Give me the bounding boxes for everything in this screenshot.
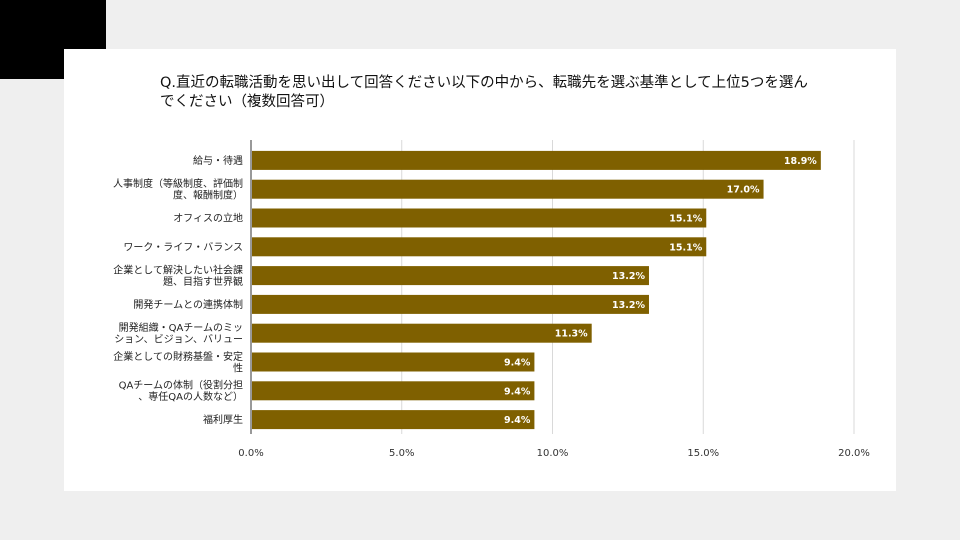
chart-title-line-2: でください（複数回答可） (160, 94, 334, 110)
chart-title: Q.直近の転職活動を思い出して回答ください以下の中から、転職先を選ぶ基準として上… (160, 74, 840, 112)
bar (252, 323, 592, 343)
bar (252, 381, 535, 401)
bar-value-label: 9.4% (504, 386, 531, 397)
category-label: 開発チームとの連携体制 (133, 298, 243, 311)
category-label: 性 (233, 361, 243, 374)
chart-title-line-1: Q.直近の転職活動を思い出して回答ください以下の中から、転職先を選ぶ基準として上… (160, 75, 808, 91)
category-label: ワーク・ライフ・バランス (123, 241, 243, 253)
category-label: QAチームの体制（役割分担 (119, 379, 243, 392)
bar-value-label: 13.2% (612, 271, 645, 282)
bar-value-label: 18.9% (784, 156, 817, 167)
bar-value-label: 9.4% (504, 415, 531, 426)
x-tick-label: 5.0% (389, 448, 414, 459)
x-tick-label: 15.0% (687, 448, 719, 459)
bar (252, 208, 707, 228)
category-label: 福利厚生 (203, 413, 243, 426)
category-label: 開発組織・QAチームのミッ (119, 321, 243, 334)
bar-value-label: 17.0% (727, 185, 760, 196)
category-label: 企業としての財務基盤・安定 (113, 350, 243, 363)
x-tick-label: 0.0% (238, 448, 263, 459)
category-label: 度、報酬制度） (173, 188, 243, 201)
bar (252, 150, 821, 170)
bar-value-label: 11.3% (555, 329, 588, 340)
bar (252, 266, 649, 286)
category-label: 題、目指す世界観 (163, 275, 243, 288)
bar-value-label: 9.4% (504, 358, 531, 369)
category-label: ション、ビジョン、バリュー (114, 333, 243, 345)
category-label: 給与・待遇 (193, 154, 243, 167)
bar (252, 410, 535, 430)
x-tick-label: 20.0% (838, 448, 870, 459)
category-label: 企業として解決したい社会課 (113, 263, 243, 276)
bar (252, 352, 535, 372)
bar-value-label: 15.1% (669, 242, 702, 253)
bar-value-label: 15.1% (669, 214, 702, 225)
bar (252, 237, 707, 257)
category-label: 、専任QAの人数など） (138, 390, 243, 403)
x-tick-label: 10.0% (537, 448, 569, 459)
bar (252, 294, 649, 314)
category-label: オフィスの立地 (173, 212, 243, 225)
bar-value-label: 13.2% (612, 300, 645, 311)
bar (252, 179, 764, 199)
category-label: 人事制度（等級制度、評価制 (113, 177, 243, 190)
